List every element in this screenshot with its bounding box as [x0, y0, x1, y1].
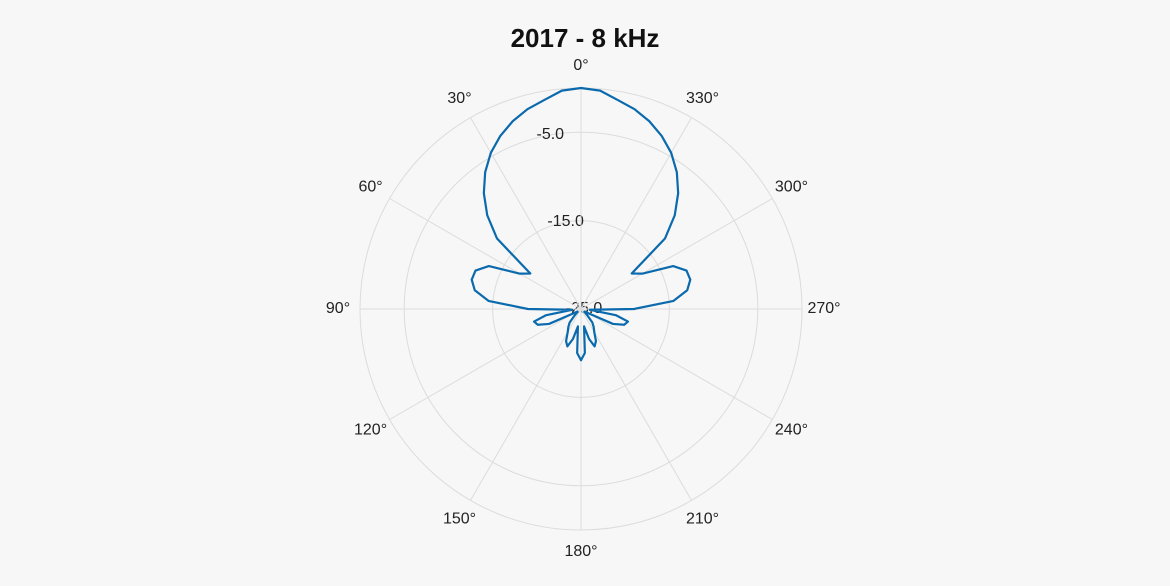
grid-spoke	[580, 308, 692, 501]
theta-tick-label: 210°	[686, 511, 719, 528]
theta-tick-label: 30°	[447, 90, 471, 107]
grid-spoke	[389, 308, 582, 420]
grid-spoke	[389, 198, 582, 310]
theta-tick-label: 270°	[807, 300, 840, 317]
theta-tick-label: 60°	[358, 179, 382, 196]
grid-spoke	[470, 308, 582, 501]
grid-spoke	[580, 117, 692, 310]
r-tick-label: -5.0	[537, 126, 565, 143]
theta-tick-label: 180°	[564, 543, 597, 560]
r-tick-label: -15.0	[547, 213, 584, 230]
theta-tick-label: 330°	[686, 90, 719, 107]
theta-tick-label: 0°	[573, 57, 588, 74]
series-line	[470, 86, 692, 362]
grid-spoke	[580, 198, 773, 310]
grid-spoke	[580, 308, 773, 420]
theta-tick-label: 240°	[775, 422, 808, 439]
theta-tick-label: 300°	[775, 179, 808, 196]
theta-tick-label: 90°	[326, 300, 350, 317]
theta-tick-label: 150°	[443, 511, 476, 528]
grid-spoke	[470, 117, 582, 310]
theta-tick-label: 120°	[354, 422, 387, 439]
chart-title: 2017 - 8 kHz	[511, 23, 660, 53]
